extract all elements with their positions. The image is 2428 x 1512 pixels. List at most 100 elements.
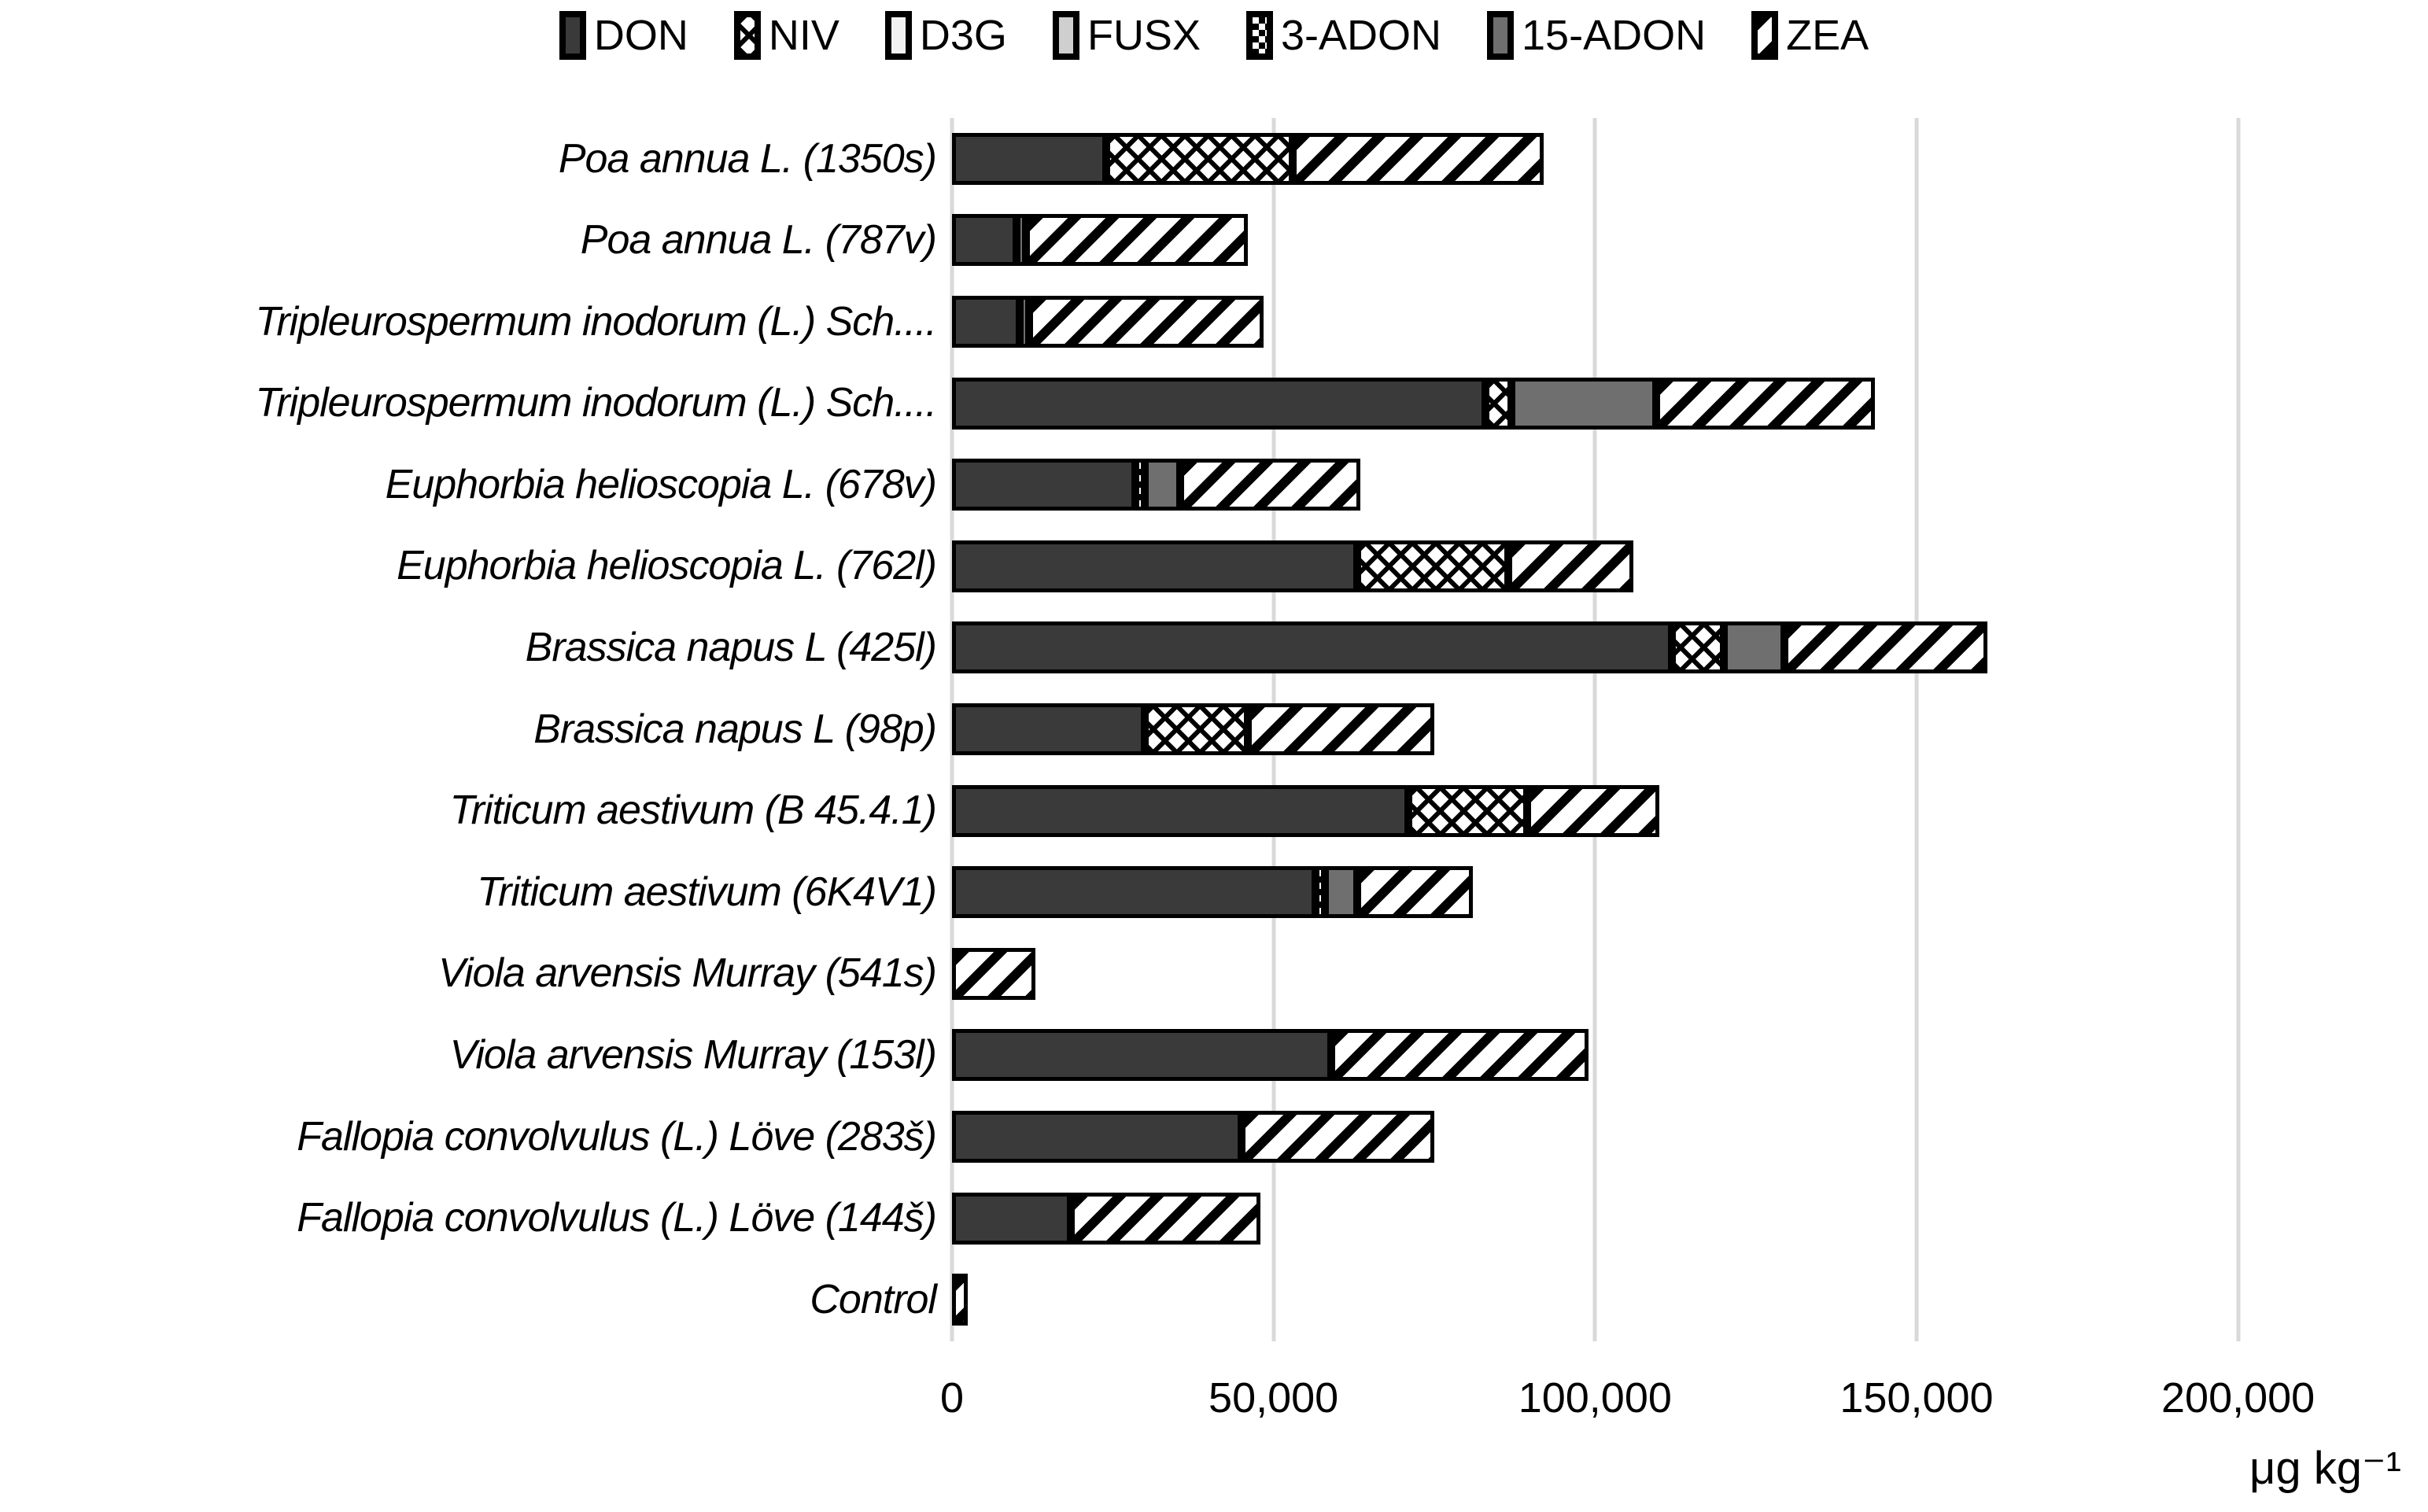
bar-track <box>952 1110 2290 1163</box>
chart-row: Euphorbia helioscopia L. (762l) <box>0 526 2428 607</box>
category-label: Euphorbia helioscopia L. (762l) <box>397 543 937 589</box>
bar-segment-zea <box>1331 1029 1589 1082</box>
bar-segment-don <box>952 866 1315 919</box>
legend-item-3-adon: 3-ADON <box>1245 11 1441 60</box>
x-tick-label: 150,000 <box>1839 1374 1994 1422</box>
legend-label: D3G <box>919 12 1007 59</box>
bar-segment-don <box>952 703 1146 755</box>
legend-item-d3g: D3G <box>884 11 1007 60</box>
category-label: Euphorbia helioscopia L. (678v) <box>385 461 937 507</box>
bar-segment-zea <box>952 947 1036 1000</box>
chart-row: Euphorbia helioscopia L. (678v) <box>0 444 2428 526</box>
bar-segment-niv <box>1106 132 1293 185</box>
bar-segment-zea <box>1025 214 1248 267</box>
chart-row: Control <box>0 1259 2428 1341</box>
bar-segment-zea <box>952 1274 969 1326</box>
x-tick-label: 200,000 <box>2161 1374 2315 1422</box>
bar-segment-don <box>952 214 1017 267</box>
bar-track <box>952 1274 2290 1326</box>
legend-item-zea: ZEA <box>1751 11 1869 60</box>
plot-area: Poa annua L. (1350s) Poa annua L. (787v) T… <box>0 118 2428 1341</box>
legend-item-fusx: FUSX <box>1052 11 1201 60</box>
bar-segment-15-adon <box>1723 621 1785 674</box>
bar-track <box>952 214 2290 267</box>
bar-track <box>952 1029 2290 1082</box>
legend-swatch-fusx-icon <box>1052 11 1079 60</box>
category-label: Viola arvensis Murray (153l) <box>449 1032 937 1079</box>
chart-row: Poa annua L. (1350s) <box>0 118 2428 200</box>
chart-row: Tripleurospermum inodorum (L.) Sch.... <box>0 281 2428 363</box>
legend-item-15-adon: 15-ADON <box>1487 11 1706 60</box>
legend-swatch-3-adon-icon <box>1245 11 1273 60</box>
chart-row: Tripleurospermum inodorum (L.) Sch.... <box>0 363 2428 444</box>
legend-swatch-15-adon-icon <box>1487 11 1515 60</box>
chart-row: Triticum aestivum (6K4V1) <box>0 851 2428 933</box>
legend-swatch-zea-icon <box>1751 11 1779 60</box>
bar-segment-don <box>952 1110 1242 1163</box>
category-label: Tripleurospermum inodorum (L.) Sch.... <box>255 298 937 345</box>
category-label: Triticum aestivum (6K4V1) <box>477 868 937 915</box>
bar-track <box>952 703 2290 755</box>
bar-segment-zea <box>1241 1110 1434 1163</box>
chart-row: Poa annua L. (787v) <box>0 200 2428 282</box>
legend-label: ZEA <box>1786 12 1869 59</box>
legend-label: 15-ADON <box>1522 12 1707 59</box>
bar-segment-zea <box>1029 295 1264 348</box>
category-label: Tripleurospermum inodorum (L.) Sch.... <box>255 380 937 426</box>
chart-legend: DON NIV D3G FUSX 3-ADON 15-ADON ZEA <box>0 11 2428 60</box>
bar-segment-15-adon <box>1325 866 1357 919</box>
category-label: Fallopia convolvulus (L.) Löve (144š) <box>297 1195 937 1241</box>
category-label: Brassica napus L (98p) <box>533 706 937 752</box>
category-label: Poa annua L. (787v) <box>580 217 937 264</box>
bar-track <box>952 784 2290 837</box>
bar-segment-niv <box>1672 621 1724 674</box>
bar-track <box>952 540 2290 592</box>
chart-row: Brassica napus L (98p) <box>0 688 2428 770</box>
category-label: Control <box>810 1276 937 1322</box>
bar-track <box>952 295 2290 348</box>
legend-item-niv: NIV <box>733 11 839 60</box>
bar-segment-niv <box>1408 784 1528 837</box>
bar-track <box>952 1192 2290 1245</box>
bar-track <box>952 866 2290 919</box>
chart-row: Viola arvensis Murray (541s) <box>0 933 2428 1015</box>
bar-segment-zea <box>1247 703 1434 755</box>
bar-segment-zea <box>1071 1192 1261 1245</box>
bar-segment-niv <box>1145 703 1248 755</box>
gridline <box>2236 118 2241 1341</box>
legend-item-don: DON <box>559 11 688 60</box>
category-label: Triticum aestivum (B 45.4.1) <box>449 787 937 834</box>
legend-swatch-don-icon <box>559 11 586 60</box>
bar-segment-15-adon <box>1016 214 1026 267</box>
axis-unit-label: μg kg⁻¹ <box>2249 1443 2401 1494</box>
x-tick-label: 0 <box>939 1374 965 1422</box>
bar-segment-15-adon <box>1511 377 1656 430</box>
bar-rows: Poa annua L. (1350s) Poa annua L. (787v) T… <box>0 118 2428 1341</box>
category-label: Fallopia convolvulus (L.) Löve (283š) <box>297 1113 937 1160</box>
bar-segment-zea <box>1784 621 1987 674</box>
chart-row: Brassica napus L (425l) <box>0 607 2428 689</box>
x-axis: μg kg⁻¹ 0 50,000 100,000 150,000 200,000 <box>0 1353 2428 1510</box>
bar-segment-don <box>952 1192 1072 1245</box>
bar-segment-don <box>952 377 1486 430</box>
category-label: Viola arvensis Murray (541s) <box>438 950 937 997</box>
bar-segment-zea <box>1507 540 1634 592</box>
bar-track <box>952 621 2290 674</box>
bar-segment-zea <box>1293 132 1544 185</box>
chart-row: Viola arvensis Murray (153l) <box>0 1015 2428 1097</box>
bar-segment-zea <box>1180 459 1360 511</box>
bar-segment-zea <box>1655 377 1875 430</box>
bar-track <box>952 377 2290 430</box>
chart-row: Triticum aestivum (B 45.4.1) <box>0 770 2428 852</box>
chart-row: Fallopia convolvulus (L.) Löve (283š) <box>0 1096 2428 1178</box>
bar-track <box>952 459 2290 511</box>
bar-segment-15-adon <box>1019 295 1030 348</box>
bar-segment-don <box>952 1029 1332 1082</box>
bar-track <box>952 132 2290 185</box>
bar-segment-don <box>952 784 1409 837</box>
category-label: Brassica napus L (425l) <box>525 625 937 671</box>
bar-segment-don <box>952 621 1673 674</box>
bar-segment-don <box>952 295 1020 348</box>
bar-track <box>952 947 2290 1000</box>
bar-segment-3-adon <box>1135 459 1146 511</box>
